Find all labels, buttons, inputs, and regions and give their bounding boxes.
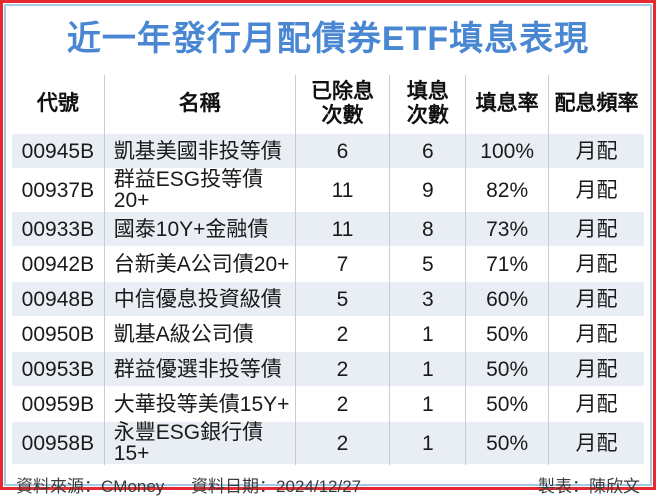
cell-filled-count: 1 xyxy=(389,421,466,465)
cell-name: 台新美A公司債20+ xyxy=(103,246,296,282)
table-body: 00945B 凱基美國非投等債 6 6 100% 月配 00937B 群益ESG… xyxy=(12,133,644,465)
cell-filled-count: 6 xyxy=(389,133,466,169)
cell-name: 大華投等美債15Y+ xyxy=(103,386,296,422)
header-row: 代號 名稱 已除息 次數 填息 次數 填息率 配息頻率 xyxy=(12,75,644,134)
header-fill-rate: 填息率 xyxy=(465,75,549,134)
cell-code: 00945B xyxy=(12,133,105,169)
table-row: 00959B 大華投等美債15Y+ 2 1 50% 月配 xyxy=(12,386,644,422)
cell-code: 00953B xyxy=(12,351,105,387)
data-source-label: 資料來源：CMoney xyxy=(16,477,165,497)
cell-name: 凱基A級公司債 xyxy=(103,316,296,352)
inner-blue-frame: 近一年發行月配債券ETF填息表現 代號 名稱 已除息 次數 填息 次數 填息率 … xyxy=(4,4,652,496)
cell-filled-count: 3 xyxy=(389,281,466,317)
cell-frequency: 月配 xyxy=(548,386,644,422)
header-frequency: 配息頻率 xyxy=(548,75,644,134)
cell-ex-dividend-count: 11 xyxy=(294,168,390,212)
table-row: 00950B 凱基A級公司債 2 1 50% 月配 xyxy=(12,316,644,352)
cell-code: 00958B xyxy=(12,421,105,465)
cell-name: 群益ESG投等債20+ xyxy=(103,168,296,212)
header-filled-count: 填息 次數 xyxy=(389,75,466,134)
cell-frequency: 月配 xyxy=(548,133,644,169)
cell-code: 00933B xyxy=(12,211,105,247)
cell-code: 00948B xyxy=(12,281,105,317)
cell-frequency: 月配 xyxy=(548,211,644,247)
cell-name: 群益優選非投等債 xyxy=(103,351,296,387)
cell-fill-rate: 71% xyxy=(465,246,549,282)
data-date-label: 資料日期：2024/12/27 xyxy=(191,477,362,497)
cell-fill-rate: 82% xyxy=(465,168,549,212)
cell-name: 永豐ESG銀行債15+ xyxy=(103,421,296,465)
cell-frequency: 月配 xyxy=(548,351,644,387)
cell-code: 00950B xyxy=(21,322,95,346)
page-title: 近一年發行月配債券ETF填息表現 xyxy=(66,20,590,58)
cell-filled-count: 1 xyxy=(389,316,466,352)
table-author-label: 製表：陳欣文 xyxy=(538,477,640,497)
table-row: 00953B 群益優選非投等債 2 1 50% 月配 xyxy=(12,351,644,387)
cell-frequency: 月配 xyxy=(548,281,644,317)
table-row: 00958B 永豐ESG銀行債15+ 2 1 50% 月配 xyxy=(12,421,644,465)
cell-ex-dividend-count: 11 xyxy=(294,211,390,247)
cell-code: 00942B xyxy=(21,252,95,276)
cell-filled-count: 1 xyxy=(389,386,466,422)
cell-frequency: 月配 xyxy=(548,246,644,282)
header-name: 名稱 xyxy=(103,75,296,134)
cell-ex-dividend-count: 7 xyxy=(294,246,390,282)
cell-ex-dividend-count: 6 xyxy=(294,133,390,169)
cell-fill-rate: 50% xyxy=(465,421,549,465)
footer: 資料來源：CMoney 資料日期：2024/12/27 製表：陳欣文 xyxy=(12,465,644,497)
cell-filled-count: 1 xyxy=(389,351,466,387)
cell-frequency: 月配 xyxy=(548,168,644,212)
cell-code: 00959B xyxy=(21,392,95,416)
cell-fill-rate: 50% xyxy=(465,316,549,352)
cell-fill-rate: 50% xyxy=(465,386,549,422)
header-ex-dividend-count: 已除息 次數 xyxy=(294,75,390,134)
cell-ex-dividend-count: 2 xyxy=(294,386,390,422)
table-header: 代號 名稱 已除息 次數 填息 次數 填息率 配息頻率 xyxy=(12,75,644,134)
etf-table: 代號 名稱 已除息 次數 填息 次數 填息率 配息頻率 00945B 凱基美國非… xyxy=(12,75,644,465)
cell-ex-dividend-count: 2 xyxy=(294,351,390,387)
cell-name: 凱基美國非投等債 xyxy=(103,133,296,169)
table-row: 00948B 中信優息投資級債 5 3 60% 月配 xyxy=(12,281,644,317)
cell-filled-count: 9 xyxy=(389,168,466,212)
footer-right: 製表：陳欣文 xyxy=(538,472,640,497)
table-row: 00937B 群益ESG投等債20+ 11 9 82% 月配 xyxy=(12,168,644,212)
cell-ex-dividend-count: 2 xyxy=(294,316,390,352)
table-row: 00942B 台新美A公司債20+ 7 5 71% 月配 xyxy=(12,246,644,282)
cell-fill-rate: 60% xyxy=(465,281,549,317)
cell-ex-dividend-count: 5 xyxy=(294,281,390,317)
header-code: 代號 xyxy=(12,75,105,134)
cell-frequency: 月配 xyxy=(548,316,644,352)
cell-fill-rate: 50% xyxy=(465,351,549,387)
cell-name: 國泰10Y+金融債 xyxy=(103,211,296,247)
table-row: 00945B 凱基美國非投等債 6 6 100% 月配 xyxy=(12,133,644,169)
footer-left: 資料來源：CMoney 資料日期：2024/12/27 xyxy=(16,472,361,497)
table-row: 00933B 國泰10Y+金融債 11 8 73% 月配 xyxy=(12,211,644,247)
cell-frequency: 月配 xyxy=(548,421,644,465)
cell-filled-count: 8 xyxy=(389,211,466,247)
cell-name: 中信優息投資級債 xyxy=(103,281,296,317)
cell-fill-rate: 100% xyxy=(465,133,549,169)
cell-fill-rate: 73% xyxy=(465,211,549,247)
cell-code: 00937B xyxy=(21,178,95,202)
cell-ex-dividend-count: 2 xyxy=(294,421,390,465)
cell-filled-count: 5 xyxy=(389,246,466,282)
